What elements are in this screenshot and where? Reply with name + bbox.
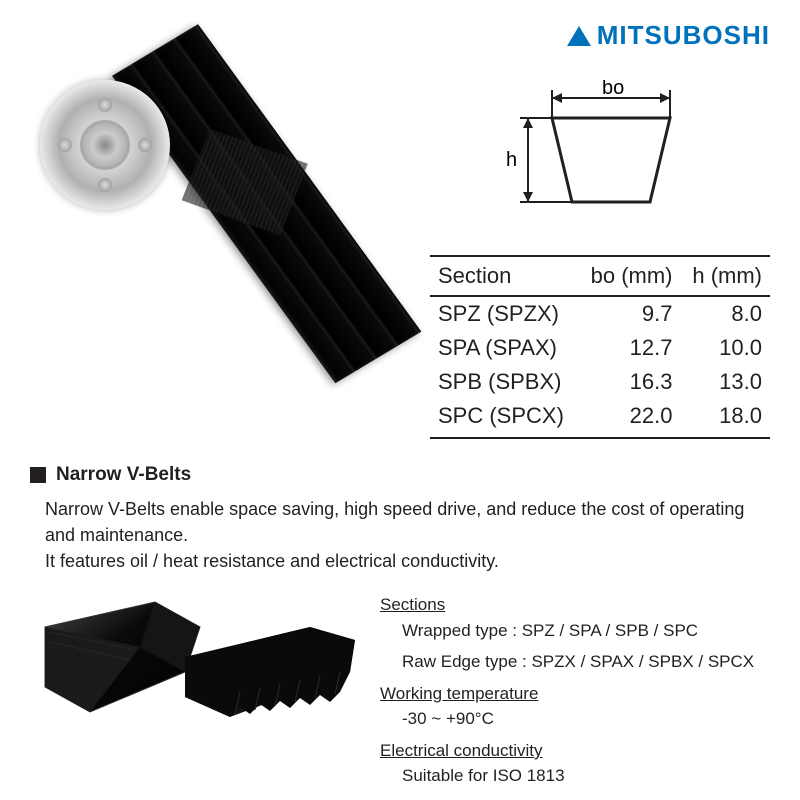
desc-line-1: Narrow V-Belts enable space saving, high…	[45, 496, 770, 548]
sections-label: Sections	[380, 592, 770, 618]
specs-list: Sections Wrapped type : SPZ / SPA / SPB …	[380, 592, 770, 795]
col-h: h (mm)	[681, 256, 771, 296]
table-header-row: Section bo (mm) h (mm)	[430, 256, 770, 296]
temp-label: Working temperature	[380, 681, 770, 707]
square-bullet-icon	[30, 467, 46, 483]
brand-logo: MITSUBOSHI	[567, 20, 770, 51]
brand-name: MITSUBOSHI	[597, 20, 770, 51]
table-row: SPZ (SPZX) 9.7 8.0	[430, 296, 770, 331]
title-text: Narrow V-Belts	[56, 464, 191, 486]
raw-edge-type: Raw Edge type : SPZX / SPAX / SPBX / SPC…	[402, 649, 770, 675]
table-row: SPC (SPCX) 22.0 18.0	[430, 399, 770, 438]
cross-section-diagram: bo h	[490, 80, 710, 240]
desc-line-2: It features oil / heat resistance and el…	[45, 548, 770, 574]
product-photo	[30, 70, 410, 400]
description: Narrow V-Belts enable space saving, high…	[45, 496, 770, 574]
spec-table: Section bo (mm) h (mm) SPZ (SPZX) 9.7 8.…	[430, 255, 770, 439]
pulley-hub	[40, 80, 170, 210]
belt-type-images	[30, 592, 360, 742]
col-bo: bo (mm)	[578, 256, 680, 296]
raw-edge-belt-image	[180, 622, 360, 732]
col-section: Section	[430, 256, 578, 296]
height-label: h	[506, 149, 517, 171]
width-label: bo	[602, 80, 624, 99]
top-section: bo h Section bo (mm) h (mm) SPZ	[30, 70, 770, 439]
table-row: SPA (SPAX) 12.7 10.0	[430, 331, 770, 365]
wrapped-type: Wrapped type : SPZ / SPA / SPB / SPC	[402, 618, 770, 644]
table-row: SPB (SPBX) 16.3 13.0	[430, 365, 770, 399]
elec-label: Electrical conductivity	[380, 738, 770, 764]
temp-value: -30 ~ +90°C	[402, 706, 770, 732]
logo-triangle-icon	[567, 26, 591, 46]
belt-markings	[182, 129, 308, 236]
section-title: Narrow V-Belts	[30, 464, 770, 486]
bearing-center	[80, 120, 130, 170]
elec-value: Suitable for ISO 1813	[402, 763, 770, 789]
diagram-and-table: bo h Section bo (mm) h (mm) SPZ	[430, 70, 770, 439]
bottom-section: Sections Wrapped type : SPZ / SPA / SPB …	[30, 592, 770, 795]
